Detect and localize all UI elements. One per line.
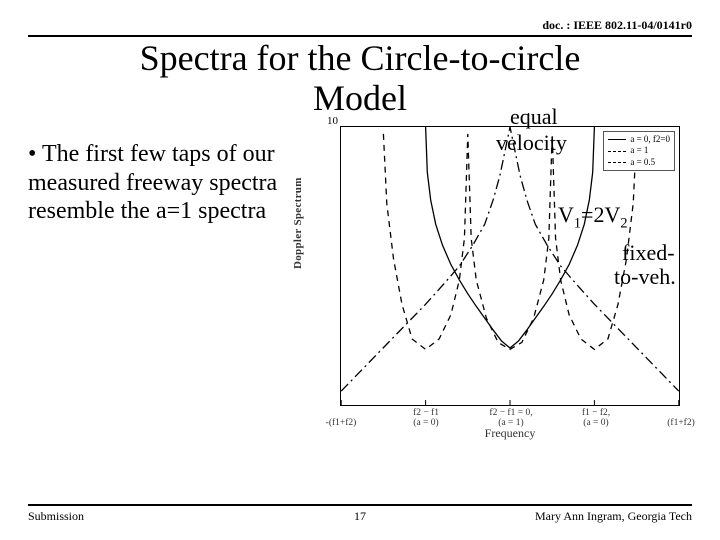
annotation-velocity: velocity [496,130,567,156]
legend-item: a = 0, f2=0 [608,134,670,145]
annotation-v1-2v2: V1=2V2 [558,202,628,232]
footer-right: Mary Ann Ingram, Georgia Tech [535,509,692,524]
x-axis-label: Frequency [485,426,536,441]
x-tick-label: f2 − f1(a = 0) [413,409,439,429]
doc-id-header: doc. : IEEE 802.11-04/0141r0 [28,18,692,37]
bullet-body: The first few taps of our measured freew… [28,141,277,224]
y-axis-label: Doppler Spectrum [292,178,304,270]
bullet-text: •The first few taps of our measured free… [28,140,288,225]
footer-left: Submission [28,509,84,524]
series-a=0.5 [383,134,636,349]
bullet-dot: • [28,140,42,168]
slide-footer: Submission 17 Mary Ann Ingram, Georgia T… [28,504,692,524]
title-line-2: Model [313,78,407,118]
annotation-fixed-2: to-veh. [614,264,676,290]
slide-title: Spectra for the Circle-to-circle Model [28,39,692,118]
y-top-tick: 10 [327,115,338,127]
legend-item: a = 1 [608,145,670,156]
legend-item: a = 0.5 [608,157,670,168]
chart-legend: a = 0, f2=0a = 1a = 0.5 [603,131,675,171]
x-tick-label: -(f1+f2) [326,419,357,429]
footer-slide-number: 17 [354,509,366,524]
x-tick-label: f1 − f2,(a = 0) [582,409,610,429]
title-line-1: Spectra for the Circle-to-circle [140,38,581,78]
annotation-fixed-1: fixed- [622,240,675,266]
content-area: •The first few taps of our measured free… [28,122,692,462]
x-tick-label: (f1+f2) [667,419,695,429]
chart-container: Doppler Spectrum 10 a = 0, f2=0a = 1a = … [300,114,690,434]
annotation-equal: equal [510,104,558,130]
